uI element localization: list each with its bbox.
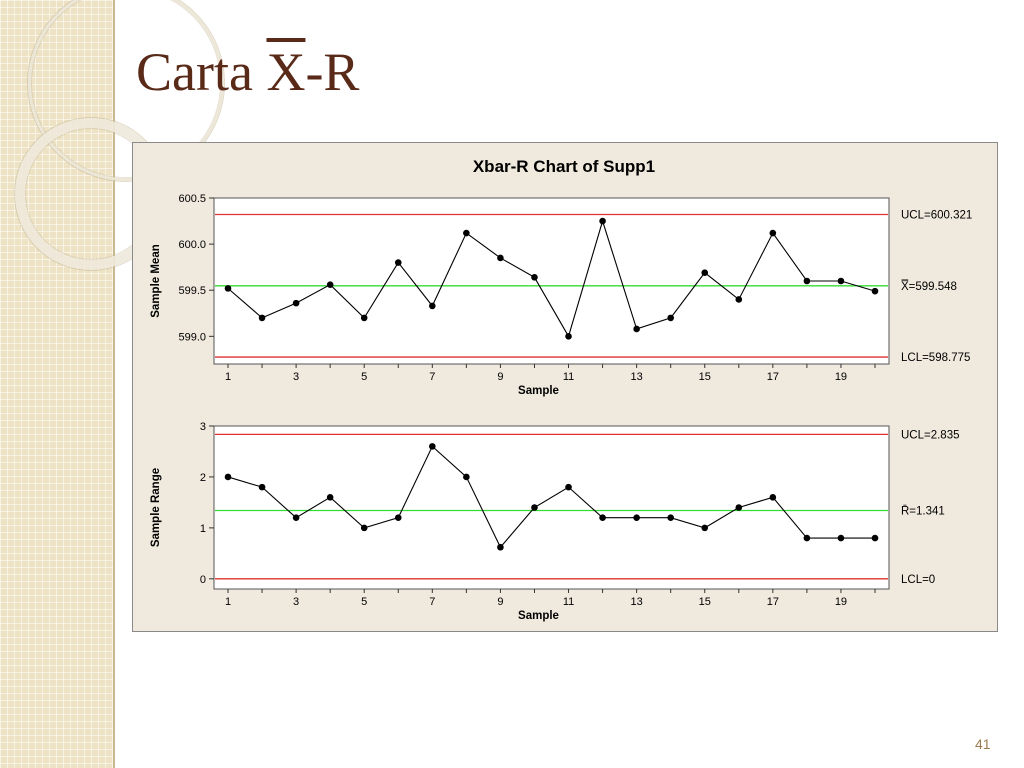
side-strip-edge: [113, 0, 115, 768]
x-tick-label: 5: [361, 371, 367, 383]
control-line-label: UCL=600.321: [901, 210, 972, 222]
data-point: [463, 473, 470, 481]
y-tick-label: 599.5: [178, 285, 206, 297]
data-point: [292, 299, 300, 307]
data-point: [360, 524, 368, 532]
data-point: [497, 543, 504, 551]
x-axis-label: Sample: [518, 385, 559, 397]
x-tick-label: 1: [225, 596, 231, 608]
data-point: [326, 494, 334, 501]
series-line: [227, 445, 875, 549]
control-line-label: LCL=598.775: [901, 352, 970, 364]
data-point: [633, 514, 640, 521]
data-point: [871, 287, 879, 295]
x-tick-label: 19: [835, 371, 847, 383]
x-tick-label: 5: [361, 596, 367, 608]
x-tick-label: 17: [767, 596, 779, 608]
x-tick-label: 19: [835, 596, 847, 608]
data-point: [701, 269, 709, 276]
data-point: [497, 254, 504, 262]
y-tick-label: 0: [200, 574, 206, 586]
control-line-label: UCL=2.835: [901, 429, 960, 441]
slide-title-xbar: X: [266, 42, 306, 102]
x-tick-label: 11: [563, 371, 574, 383]
data-point: [292, 514, 300, 521]
data-point: [360, 314, 368, 322]
data-point: [769, 494, 777, 501]
page-number: 41: [975, 736, 991, 752]
control-line-label: X̿=599.548: [901, 280, 957, 293]
slide-title-suffix: -R: [305, 42, 360, 102]
chart-panel-1: UCL=600.321 X̿=599.548 LCL=598.775 599.0 599…: [150, 193, 972, 397]
data-point: [735, 296, 743, 303]
data-point: [394, 259, 402, 266]
xbar-r-chart: Xbar-R Chart of Supp1 UCL=600.321 X̿=599.…: [150, 157, 972, 622]
data-point: [599, 217, 606, 225]
data-point: [565, 333, 572, 340]
data-point: [803, 534, 811, 542]
data-point: [394, 514, 402, 521]
x-axis-label: Sample: [518, 610, 559, 622]
plot-area: [213, 197, 890, 365]
plot-area: [213, 425, 890, 590]
x-tick-label: 1: [225, 371, 231, 383]
y-axis-label: Sample Mean: [150, 244, 162, 318]
x-tick-label: 7: [429, 371, 435, 383]
data-point: [837, 277, 845, 285]
x-tick-label: 15: [699, 596, 711, 608]
data-point: [837, 534, 845, 542]
data-point: [531, 504, 538, 511]
control-line-label: LCL=0: [901, 574, 935, 586]
x-tick-label: 9: [497, 596, 503, 608]
control-line-label: R̄=1.341: [901, 505, 945, 518]
x-tick-label: 13: [631, 596, 643, 608]
y-axis-label: Sample Range: [150, 468, 162, 547]
data-point: [667, 514, 674, 521]
data-point: [258, 314, 266, 322]
x-tick-label: 15: [699, 371, 711, 383]
slide-title-prefix: Carta: [136, 42, 267, 102]
data-point: [326, 281, 334, 288]
x-tick-label: 3: [293, 596, 299, 608]
x-tick-label: 9: [497, 371, 503, 383]
chart-title: Xbar-R Chart of Supp1: [473, 157, 655, 176]
data-point: [565, 483, 572, 491]
x-tick-label: 13: [631, 371, 643, 383]
data-point: [871, 534, 879, 542]
x-tick-label: 11: [563, 596, 574, 608]
data-point: [701, 524, 709, 532]
data-point: [735, 504, 743, 511]
y-tick-label: 600.5: [178, 193, 206, 205]
y-tick-label: 3: [200, 421, 206, 433]
y-tick-label: 2: [200, 472, 206, 484]
x-tick-label: 17: [767, 371, 779, 383]
y-tick-label: 599.0: [178, 331, 206, 343]
x-tick-label: 3: [293, 371, 299, 383]
data-point: [633, 325, 640, 333]
data-point: [531, 274, 538, 281]
data-point: [429, 302, 436, 310]
data-point: [224, 473, 232, 481]
series-line: [227, 219, 876, 338]
data-point: [769, 229, 777, 237]
data-point: [429, 443, 436, 450]
y-tick-label: 600.0: [178, 239, 206, 251]
data-point: [258, 483, 266, 491]
xbar-r-chart-panel: Xbar-R Chart of Supp1 UCL=600.321 X̿=599.…: [132, 142, 998, 632]
data-point: [224, 285, 232, 292]
x-tick-label: 7: [429, 596, 435, 608]
data-point: [803, 277, 811, 285]
y-tick-label: 1: [200, 523, 206, 535]
slide-title: Carta X-R: [136, 42, 359, 102]
data-point: [667, 314, 674, 322]
data-point: [599, 514, 606, 521]
data-point: [463, 229, 470, 237]
